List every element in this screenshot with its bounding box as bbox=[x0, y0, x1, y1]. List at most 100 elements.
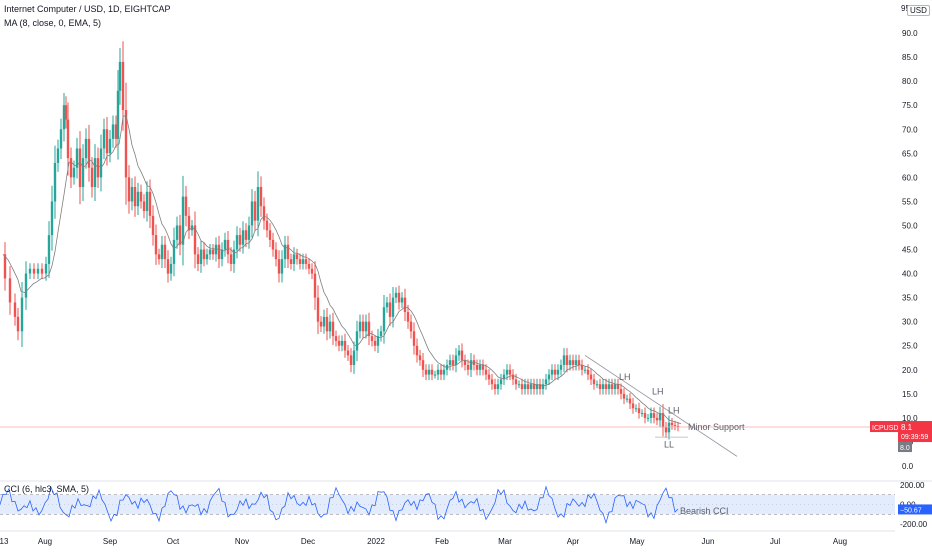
x-tick-label: Apr bbox=[567, 537, 580, 546]
candle-body bbox=[637, 408, 641, 414]
candle-body bbox=[66, 119, 70, 159]
candle-body bbox=[310, 268, 314, 274]
candle-body bbox=[442, 369, 446, 375]
candle-body bbox=[108, 138, 112, 154]
price-tag-bg bbox=[898, 421, 932, 443]
candle-body bbox=[130, 186, 134, 202]
candle-body bbox=[8, 278, 12, 303]
candle-body bbox=[136, 191, 140, 207]
candle-body bbox=[166, 259, 170, 274]
candle-body bbox=[352, 350, 356, 365]
chart-annotation: LH bbox=[619, 372, 631, 382]
candle-body bbox=[259, 186, 263, 207]
ma-legend[interactable]: MA (8, close, 0, EMA, 5) bbox=[4, 18, 102, 28]
candle-body bbox=[424, 369, 428, 375]
candle-body bbox=[334, 336, 338, 341]
candle-body bbox=[56, 148, 60, 163]
y-tick-label: 80.0 bbox=[902, 77, 918, 86]
candle-body bbox=[625, 398, 629, 400]
candle-body bbox=[157, 254, 161, 260]
candle-body bbox=[250, 201, 254, 226]
candle-body bbox=[532, 384, 536, 390]
candle-body bbox=[99, 148, 103, 178]
candle-body bbox=[145, 191, 149, 212]
candle-body bbox=[388, 302, 392, 317]
candle-body bbox=[634, 408, 638, 410]
currency-badge[interactable]: USD bbox=[907, 5, 930, 16]
candle-body bbox=[508, 369, 512, 375]
candle-body bbox=[631, 403, 635, 409]
candle-body bbox=[433, 374, 437, 376]
x-tick-label: Nov bbox=[235, 537, 249, 546]
candle-body bbox=[346, 350, 350, 356]
drawing-annotations[interactable]: LH LH LH LL Minor Support bbox=[0, 355, 895, 457]
candle-body bbox=[379, 331, 383, 337]
candle-body bbox=[493, 384, 497, 390]
candle-body bbox=[271, 239, 275, 250]
cci-legend[interactable]: CCI (6, hlc3, SMA, 5) bbox=[4, 484, 90, 494]
candle-body bbox=[133, 186, 137, 207]
candle-body bbox=[355, 331, 359, 351]
candle-body bbox=[604, 384, 608, 390]
cci-value-tag-bg bbox=[898, 504, 932, 515]
y-tick-label: 10.0 bbox=[902, 414, 918, 423]
candle-body bbox=[382, 307, 386, 332]
candle-body bbox=[550, 369, 554, 375]
candle-body bbox=[139, 191, 143, 202]
symbol-tag-label: ICPUSD bbox=[872, 425, 898, 432]
candle-body bbox=[559, 364, 563, 370]
candle-body bbox=[490, 379, 494, 385]
candle-body bbox=[364, 321, 368, 332]
candle-body bbox=[274, 249, 278, 260]
candle-body bbox=[121, 61, 125, 111]
candle-body bbox=[102, 129, 106, 149]
candle-body bbox=[313, 273, 317, 298]
candle-body bbox=[580, 364, 584, 370]
candle-body bbox=[487, 374, 491, 380]
candle-body bbox=[93, 158, 97, 187]
candle-body bbox=[583, 369, 587, 371]
candle-body bbox=[172, 239, 176, 264]
candle-body bbox=[75, 148, 79, 168]
price-tag-value: 8.1 bbox=[901, 423, 913, 432]
candle-body bbox=[595, 384, 599, 386]
y-tick-label: 25.0 bbox=[902, 342, 918, 351]
candle-body bbox=[72, 167, 76, 178]
candle-body bbox=[526, 384, 530, 390]
y-tick-label: 40.0 bbox=[902, 270, 918, 279]
y-tick-label: 65.0 bbox=[902, 149, 918, 158]
y-tick-label: 15.0 bbox=[902, 390, 918, 399]
candle-body bbox=[116, 90, 120, 139]
candle-body bbox=[574, 360, 578, 365]
candle-body bbox=[457, 350, 461, 356]
price-axis[interactable]: 90.0 85.0 80.0 75.0 70.0 65.0 60.0 55.0 50.0 45.0… bbox=[901, 4, 918, 471]
candle-body bbox=[376, 336, 380, 346]
x-tick-label: Aug bbox=[833, 537, 847, 546]
candle-body bbox=[601, 384, 605, 390]
candle-body bbox=[607, 384, 611, 390]
candle-body bbox=[69, 158, 73, 178]
candle-body bbox=[205, 254, 209, 260]
candle-body bbox=[571, 360, 575, 365]
candle-body bbox=[448, 360, 452, 365]
candle-body bbox=[415, 345, 419, 356]
candle-body bbox=[640, 413, 644, 415]
x-tick-label: Dec bbox=[301, 537, 315, 546]
candle-body bbox=[418, 355, 422, 361]
y-tick-label: 75.0 bbox=[902, 101, 918, 110]
symbol-tag-bg bbox=[870, 421, 898, 433]
y-tick-label: 30.0 bbox=[902, 318, 918, 327]
candle-body bbox=[622, 393, 626, 399]
time-axis[interactable]: 13 Aug Sep Oct Nov Dec 2022 Feb Mar Apr May Jun Jul A… bbox=[0, 530, 895, 546]
candle-body bbox=[322, 316, 326, 327]
candle-body bbox=[244, 230, 248, 240]
candle-body bbox=[64, 105, 68, 120]
candle-body bbox=[178, 225, 182, 245]
candle-body bbox=[664, 427, 668, 433]
candle-body bbox=[460, 350, 464, 361]
candle-body bbox=[676, 426, 680, 428]
candle-body bbox=[370, 336, 374, 341]
cci-band bbox=[0, 494, 895, 515]
x-tick-label: 13 bbox=[0, 537, 9, 546]
